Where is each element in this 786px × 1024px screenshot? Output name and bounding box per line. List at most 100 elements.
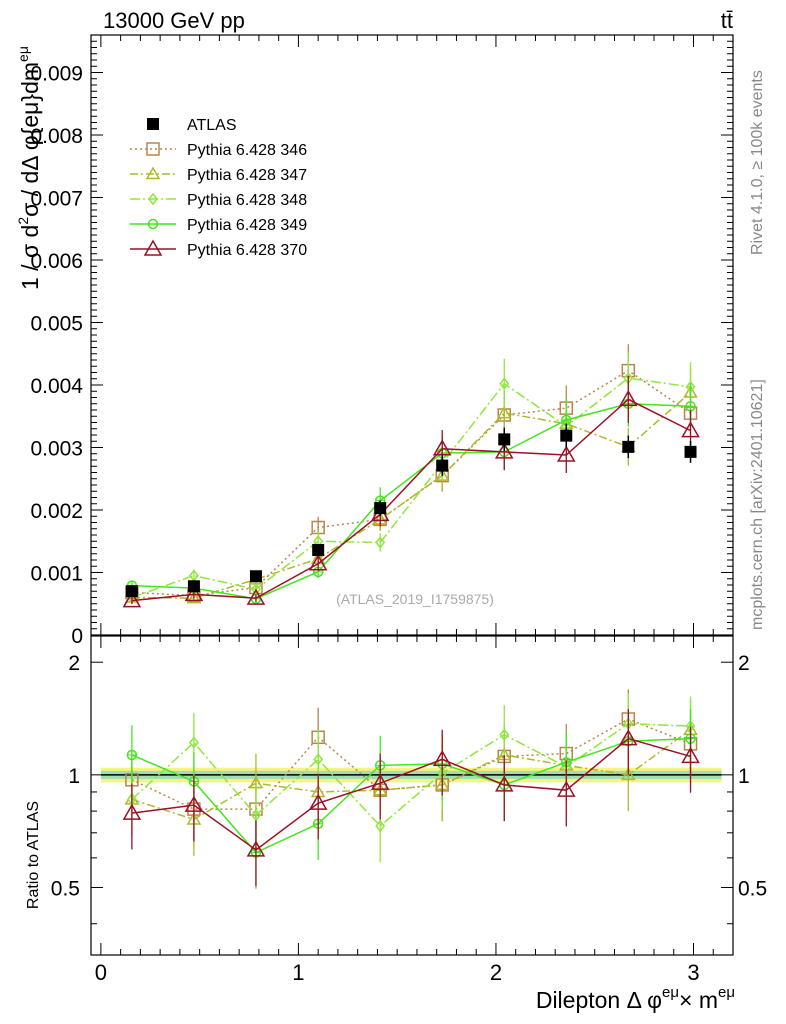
y-tick-label: 0.004 — [30, 375, 83, 398]
data-point — [312, 544, 325, 556]
legend-entry-3: Pythia 6.428 348 — [130, 192, 307, 209]
y-tick-label: 0.003 — [30, 438, 83, 461]
legend-marker — [143, 239, 163, 256]
ratio-y-axis-label: Ratio to ATLAS — [25, 801, 42, 909]
data-point — [374, 502, 387, 515]
ratio-point — [621, 767, 636, 781]
series-1 — [124, 368, 698, 604]
ratio-point — [184, 795, 204, 812]
ratio-point — [250, 809, 261, 822]
y-tick-label: 0.008 — [30, 125, 83, 148]
legend-label: Pythia 6.428 370 — [187, 242, 307, 259]
series-line — [131, 369, 691, 597]
series-point — [494, 442, 514, 459]
data-point — [560, 429, 573, 442]
ratio-tick-label-left: 2 — [68, 652, 80, 675]
ratio-tick-label-right: 2 — [738, 652, 750, 675]
ratio-plot-frame — [90, 635, 734, 956]
ratio-point — [681, 746, 700, 764]
data-point — [684, 445, 697, 458]
series-point — [499, 377, 510, 390]
ratio-tick-label-left: 1 — [68, 765, 80, 788]
legend-entry-5: Pythia 6.428 370 — [130, 239, 307, 259]
x-tick-label: 1 — [292, 960, 304, 985]
data-point — [187, 580, 200, 593]
legend-entry-4: Pythia 6.428 349 — [130, 217, 307, 234]
ratio-point — [619, 729, 638, 746]
ratio-point — [556, 780, 576, 797]
y-tick-label: 0.001 — [30, 563, 83, 586]
legend-entry-2: Pythia 6.428 347 — [130, 166, 307, 184]
y-tick-label: 0.006 — [30, 250, 83, 273]
x-tick-label: 0 — [95, 960, 107, 985]
ratio-series-0 — [125, 689, 698, 846]
ratio-series-line — [131, 737, 691, 854]
series-line — [131, 398, 691, 602]
ratio-point — [499, 728, 510, 741]
data-point — [498, 433, 511, 446]
ratio-series-line — [131, 729, 691, 821]
legend-label: ATLAS — [187, 117, 237, 134]
legend-label: Pythia 6.428 349 — [187, 217, 307, 234]
series-point — [308, 554, 328, 571]
series-line — [131, 377, 691, 599]
process-label: 13000 GeV pp — [103, 8, 245, 33]
legend-entry-0: ATLAS — [147, 117, 237, 134]
data-point — [125, 585, 138, 598]
data-point — [436, 459, 449, 472]
ratio-point — [308, 793, 328, 810]
series-line — [131, 391, 692, 599]
series-point — [122, 591, 142, 608]
ratio-tick-label-right: 1 — [738, 765, 750, 788]
legend-marker — [146, 142, 160, 156]
ratio-tick-label-right: 0.5 — [738, 877, 767, 900]
mcplots-label: mcplots.cern.ch [arXiv:2401.10621] — [749, 379, 766, 630]
legend-marker — [145, 166, 161, 180]
legend-marker — [148, 192, 158, 206]
data-point — [622, 440, 635, 453]
x-tick-label: 2 — [490, 960, 502, 985]
series-point — [184, 584, 204, 602]
series-point — [496, 405, 512, 419]
x-axis-label: Dilepton Δ φeμ× meμ — [536, 984, 735, 1013]
ratio-point — [188, 736, 199, 749]
legend-entry-1: Pythia 6.428 346 — [130, 142, 307, 159]
series-point — [432, 439, 452, 456]
series-0 — [125, 344, 698, 603]
series-point — [556, 445, 576, 462]
series-point — [619, 389, 638, 407]
ratio-point — [246, 840, 266, 857]
ratio-point — [375, 819, 386, 833]
y-tick-label: 0 — [71, 625, 83, 648]
ratio-series-4 — [122, 708, 700, 887]
ratio-point — [370, 773, 390, 790]
ratio-series-line — [131, 737, 691, 851]
series-4 — [122, 375, 700, 608]
legend-label: Pythia 6.428 346 — [187, 142, 307, 159]
ratio-point — [313, 753, 324, 766]
rivet-label: Rivet 4.1.0, ≥ 100k events — [749, 70, 766, 255]
y-axis-label: 1 / σ d2σ / dΔ φ{eμ}dmeμ — [15, 46, 43, 290]
y-tick-label: 0.002 — [30, 500, 83, 523]
ratio-point — [494, 775, 514, 792]
series-line — [131, 402, 691, 600]
data-series — [125, 423, 697, 598]
channel-label: tt̄ — [721, 8, 733, 33]
ratio-point — [122, 803, 142, 820]
x-tick-label: 3 — [687, 960, 699, 985]
series-point — [246, 588, 266, 605]
y-tick-label: 0.005 — [30, 313, 83, 336]
series-point — [186, 590, 202, 604]
legend-label: Pythia 6.428 347 — [187, 167, 307, 184]
legend-label: Pythia 6.428 348 — [187, 192, 307, 209]
ratio-tick-label-left: 0.5 — [51, 877, 80, 900]
ratio-series-line — [131, 722, 691, 828]
analysis-label: (ATLAS_2019_I1759875) — [336, 591, 494, 607]
data-point — [249, 570, 262, 583]
series-3 — [126, 380, 696, 604]
ratio-point — [432, 749, 452, 767]
series-point — [375, 536, 386, 549]
ratio-series-line — [131, 718, 691, 810]
y-tick-label: 0.009 — [30, 63, 83, 86]
